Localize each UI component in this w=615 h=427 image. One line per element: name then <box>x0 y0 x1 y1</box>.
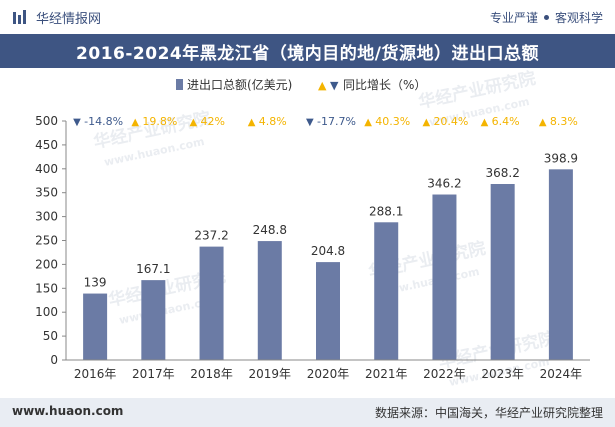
y-tick-label: 200 <box>35 257 58 271</box>
y-tick-label: 400 <box>35 162 58 176</box>
growth-labels: ▼ -14.8% ▲ 19.8% ▲ 42% ▲ 4.8% ▼ -17.7% ▲ 40.3% ▲ 20.4… <box>73 115 578 128</box>
chart: 华经产业研究院 www.huaon.com 华经产业研究院 www.huaon.… <box>35 68 590 389</box>
growth-up-triangle-icon: ▲ <box>131 117 139 128</box>
growth-down-triangle-icon: ▼ <box>306 117 314 128</box>
legend-bar-label: 进出口总额(亿美元) <box>187 77 292 92</box>
bar <box>548 169 573 360</box>
brand-name: 华经情报网 <box>36 12 102 27</box>
growth-up-triangle-icon: ▲ <box>422 117 430 128</box>
x-tick-label: 2018年 <box>190 367 233 381</box>
header-tags: 专业严谨 客观科学 <box>490 9 603 26</box>
x-tick-label: 2024年 <box>540 367 583 381</box>
y-tick-label: 350 <box>35 186 58 200</box>
bar-value-label: 237.2 <box>194 229 228 243</box>
growth-up-triangle-icon: ▲ <box>481 117 489 128</box>
x-tick-label: 2021年 <box>365 367 408 381</box>
top-bar: 华经情报网 专业严谨 客观科学 <box>0 0 615 34</box>
title-bar: 2016-2024年黑龙江省（境内目的地/货源地）进出口总额 <box>0 34 615 68</box>
chart-title: 2016-2024年黑龙江省（境内目的地/货源地）进出口总额 <box>76 43 539 64</box>
x-tick-label: 2023年 <box>481 367 524 381</box>
x-axis: 2016年 2017年 2018年 2019年 2020年 2021年 2022年 2023年… <box>66 359 590 381</box>
growth-label: 42% <box>201 115 225 128</box>
brand-logo-icon <box>13 9 26 24</box>
footer-source: 数据来源：中国海关，华经产业研究院整理 <box>374 406 603 420</box>
bar <box>83 293 108 360</box>
growth-label: -14.8% <box>84 115 123 128</box>
x-tick-label: 2020年 <box>307 367 350 381</box>
separator-dot-icon <box>543 15 549 20</box>
growth-label: 19.8% <box>142 115 177 128</box>
y-tick-label: 450 <box>35 138 58 152</box>
y-tick-label: 150 <box>35 281 58 295</box>
bar-value-label: 346.2 <box>427 177 461 191</box>
legend: 进出口总额(亿美元) ▲ ▼ 同比增长（%） <box>176 77 426 92</box>
x-tick-label: 2022年 <box>423 367 466 381</box>
legend-growth-label: 同比增长（%） <box>343 78 426 92</box>
bar-value-label: 204.8 <box>311 244 345 258</box>
bars: 139 167.1 237.2 248.8 204.8 288.1 346.2 368.2 39… <box>83 151 578 360</box>
y-tick-label: 0 <box>50 353 58 367</box>
footer-website: www.huaon.com <box>12 404 124 418</box>
bar-value-label: 167.1 <box>136 262 170 276</box>
bar <box>490 184 515 360</box>
header-tag-2: 客观科学 <box>554 11 603 25</box>
bar-value-label: 288.1 <box>369 204 403 218</box>
y-tick-label: 300 <box>35 210 58 224</box>
growth-up-triangle-icon: ▲ <box>248 117 256 128</box>
y-tick-label: 500 <box>35 114 58 128</box>
growth-up-triangle-icon: ▲ <box>190 117 198 128</box>
growth-label: -17.7% <box>317 115 356 128</box>
growth-up-triangle-icon: ▲ <box>539 117 547 128</box>
legend-bar-swatch <box>176 79 183 90</box>
y-tick-label: 50 <box>43 329 58 343</box>
brand: 华经情报网 <box>12 8 101 27</box>
footer: www.huaon.com 数据来源：中国海关，华经产业研究院整理 <box>0 398 615 427</box>
bar <box>199 246 224 360</box>
bar-value-label: 248.8 <box>253 223 287 237</box>
y-tick-label: 250 <box>35 234 58 248</box>
bar <box>374 222 399 360</box>
bar <box>432 194 457 360</box>
bar <box>257 241 282 360</box>
growth-down-triangle-icon: ▼ <box>73 117 81 128</box>
bar-value-label: 139 <box>84 276 107 290</box>
bar <box>141 280 166 360</box>
header-tag-1: 专业严谨 <box>489 11 538 25</box>
growth-up-triangle-icon: ▲ <box>364 117 372 128</box>
y-tick-label: 100 <box>35 305 58 319</box>
x-tick-label: 2017年 <box>132 367 175 381</box>
y-axis: 0 50 100 150 200 250 300 350 400 450 500 <box>35 114 67 367</box>
x-tick-label: 2019年 <box>249 367 292 381</box>
bar-value-label: 368.2 <box>485 166 519 180</box>
bar-value-label: 398.9 <box>544 151 578 165</box>
growth-label: 6.4% <box>492 115 520 128</box>
legend-up-triangle-icon: ▲ <box>318 79 327 92</box>
growth-label: 20.4% <box>433 115 468 128</box>
bar <box>316 262 340 360</box>
growth-label: 8.3% <box>550 115 578 128</box>
x-tick-label: 2016年 <box>74 367 117 381</box>
growth-label: 40.3% <box>375 115 410 128</box>
growth-label: 4.8% <box>259 115 287 128</box>
legend-down-triangle-icon: ▼ <box>330 79 339 92</box>
